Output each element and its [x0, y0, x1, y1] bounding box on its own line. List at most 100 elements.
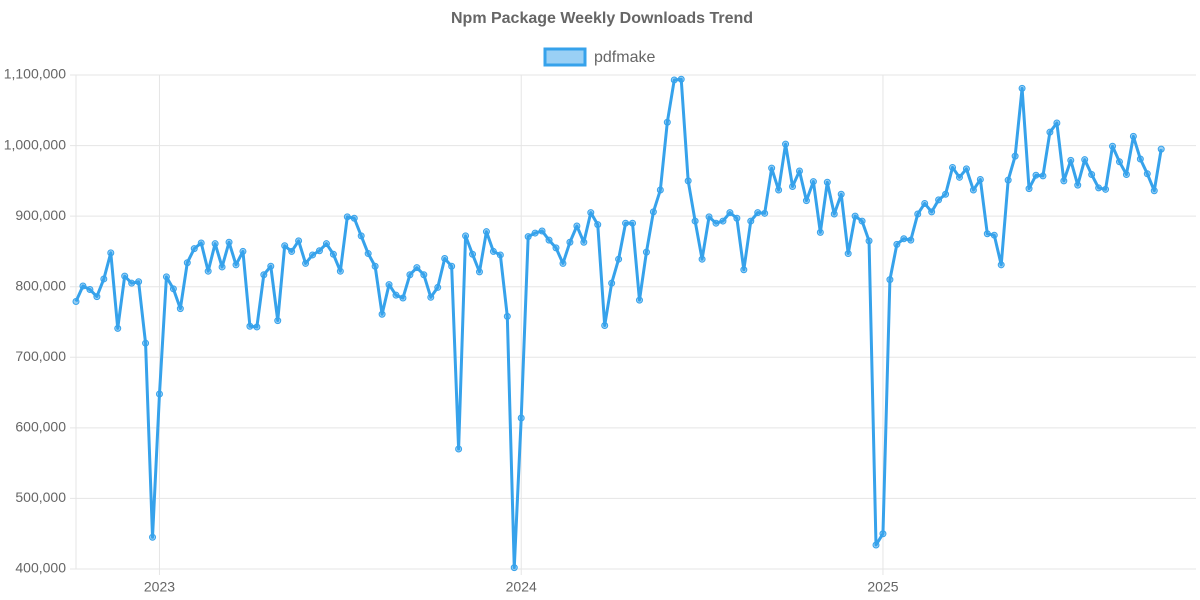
point — [983, 230, 991, 238]
y-tick-label: 600,000 — [15, 419, 66, 435]
point — [295, 237, 303, 245]
point — [469, 250, 477, 258]
point — [169, 285, 177, 293]
point — [343, 213, 351, 221]
chart-title: Npm Package Weekly Downloads Trend — [451, 10, 753, 27]
point — [1150, 187, 1158, 195]
point — [740, 266, 748, 274]
point — [475, 268, 483, 276]
point — [733, 214, 741, 222]
point — [1109, 142, 1117, 150]
point — [601, 322, 609, 330]
point — [580, 238, 588, 246]
point — [552, 244, 560, 252]
point — [482, 228, 490, 236]
point — [399, 294, 407, 302]
point — [587, 209, 595, 217]
point — [72, 298, 80, 306]
point — [392, 291, 400, 299]
point — [935, 196, 943, 204]
point — [329, 250, 337, 258]
point — [86, 286, 94, 294]
point — [455, 445, 463, 453]
point — [573, 222, 581, 230]
y-tick-label: 1,000,000 — [4, 136, 66, 152]
point — [545, 236, 553, 244]
point — [1143, 170, 1151, 178]
point — [754, 209, 762, 217]
point — [844, 250, 852, 258]
point — [239, 247, 247, 255]
point — [900, 235, 908, 243]
point — [642, 248, 650, 256]
point — [705, 213, 713, 221]
point — [434, 283, 442, 291]
point — [858, 217, 866, 225]
point — [176, 305, 184, 313]
point — [357, 232, 365, 240]
point — [1004, 176, 1012, 184]
point — [698, 255, 706, 263]
point — [1115, 158, 1123, 166]
point — [921, 199, 929, 207]
point — [1025, 185, 1033, 193]
point — [726, 209, 734, 217]
y-tick-label: 900,000 — [15, 207, 66, 223]
point — [684, 177, 692, 185]
point — [155, 390, 163, 398]
point — [851, 212, 859, 220]
point — [420, 271, 428, 279]
point — [1088, 171, 1096, 179]
point — [93, 293, 101, 301]
point — [886, 276, 894, 284]
point — [761, 209, 769, 217]
point — [448, 262, 456, 270]
point — [837, 190, 845, 198]
point — [496, 251, 504, 259]
point — [517, 414, 525, 422]
point — [865, 237, 873, 245]
point — [608, 279, 616, 287]
point — [260, 271, 268, 279]
y-tick-label: 700,000 — [15, 348, 66, 364]
point — [830, 210, 838, 218]
point — [371, 262, 379, 270]
point — [559, 259, 567, 267]
point — [107, 249, 115, 257]
point — [942, 190, 950, 198]
point — [489, 247, 497, 255]
point — [594, 221, 602, 229]
point — [162, 273, 170, 281]
point — [197, 239, 205, 247]
point — [1122, 171, 1130, 179]
point — [789, 183, 797, 191]
point — [962, 165, 970, 173]
point — [253, 323, 261, 331]
point — [79, 282, 87, 290]
point — [893, 240, 901, 248]
point — [302, 259, 310, 267]
point — [928, 208, 936, 216]
point — [128, 279, 136, 287]
point — [997, 261, 1005, 269]
point — [531, 229, 539, 237]
point — [1074, 181, 1082, 189]
point — [768, 164, 776, 172]
point — [211, 240, 219, 248]
point — [1102, 185, 1110, 193]
point — [719, 217, 727, 225]
point — [149, 533, 157, 541]
point — [879, 530, 887, 538]
point — [114, 324, 122, 332]
point — [1067, 156, 1075, 164]
point — [914, 210, 922, 218]
point — [1039, 172, 1047, 180]
point — [427, 293, 435, 301]
point — [969, 186, 977, 194]
point — [378, 310, 386, 318]
point — [872, 541, 880, 549]
point — [142, 339, 150, 347]
point — [1046, 128, 1054, 136]
point — [615, 255, 623, 263]
